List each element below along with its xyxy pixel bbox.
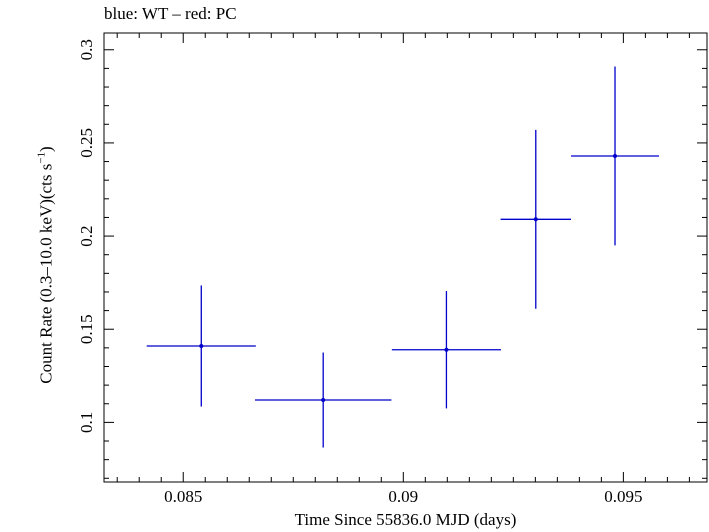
data-point <box>444 347 449 352</box>
y-axis-label-close: ) <box>36 146 56 152</box>
axis-ticks <box>104 33 707 482</box>
plot-frame <box>103 32 708 483</box>
y-tick-label: 0.15 <box>77 314 96 344</box>
y-tick-label: 0.2 <box>77 225 96 246</box>
x-tick-label: 0.09 <box>388 487 418 506</box>
chart-title: blue: WT – red: PC <box>104 4 237 23</box>
data-point <box>613 153 618 158</box>
y-axis-label: Count Rate (0.3–10.0 keV)(cts s−1) <box>36 146 57 383</box>
x-axis-label: Time Since 55836.0 MJD (days) <box>294 510 517 529</box>
y-tick-label: 0.25 <box>77 128 96 158</box>
x-tick-label: 0.095 <box>604 487 642 506</box>
data-point <box>533 217 538 222</box>
data-point <box>321 398 326 403</box>
y-tick-label: 0.3 <box>77 39 96 60</box>
y-axis-label-main: Count Rate (0.3–10.0 keV)(cts s <box>36 163 56 384</box>
y-tick-label: 0.1 <box>77 412 96 433</box>
data-points <box>146 66 660 448</box>
x-tick-label: 0.085 <box>164 487 202 506</box>
axis-tick-labels: 0.085 0.09 0.095 0.1 0.15 0.2 0.25 0.3 <box>77 39 642 506</box>
y-axis-label-exponent: −1 <box>35 151 48 164</box>
data-point <box>199 343 204 348</box>
